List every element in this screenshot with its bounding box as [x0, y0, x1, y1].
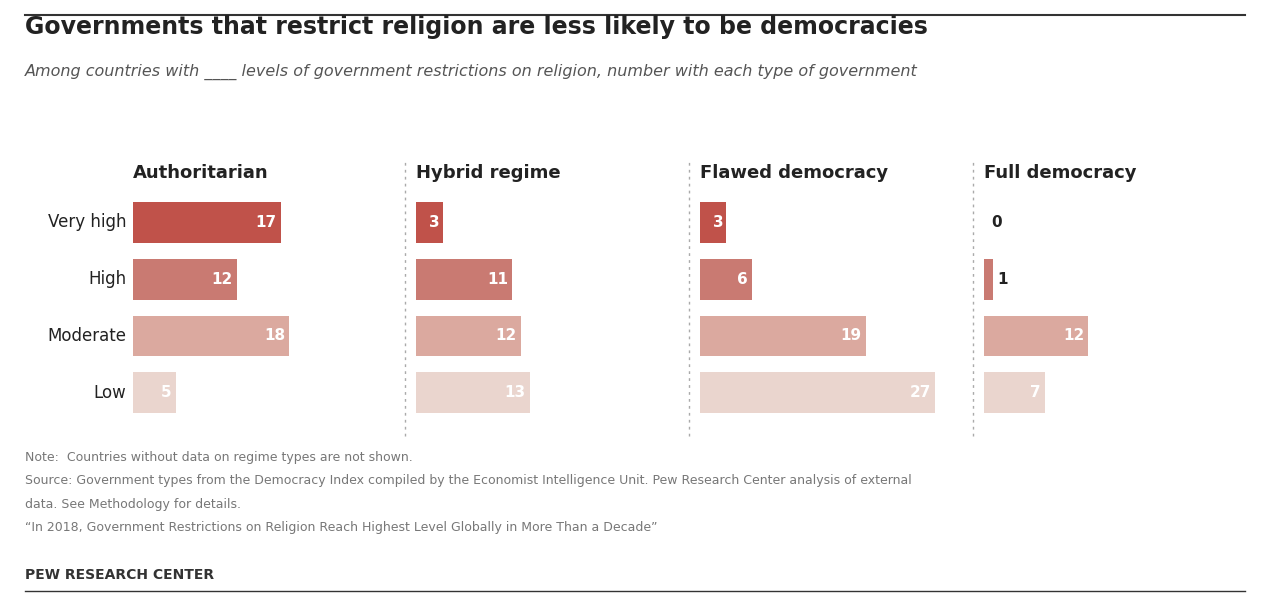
Text: 0: 0 — [991, 215, 1001, 230]
Text: Governments that restrict religion are less likely to be democracies: Governments that restrict religion are l… — [25, 15, 928, 39]
Bar — [417, 373, 530, 413]
Bar — [133, 316, 289, 356]
Text: 1: 1 — [997, 271, 1007, 287]
Text: 19: 19 — [841, 328, 861, 344]
Bar — [983, 373, 1045, 413]
Bar — [133, 259, 238, 299]
Text: 11: 11 — [487, 271, 508, 287]
Text: “In 2018, Government Restrictions on Religion Reach Highest Level Globally in Mo: “In 2018, Government Restrictions on Rel… — [25, 521, 657, 533]
Bar — [700, 316, 866, 356]
Text: High: High — [88, 270, 126, 288]
Text: data. See Methodology for details.: data. See Methodology for details. — [25, 498, 241, 510]
Text: Source: Government types from the Democracy Index compiled by the Economist Inte: Source: Government types from the Democr… — [25, 474, 913, 487]
Bar — [700, 259, 752, 299]
Text: Note:  Countries without data on regime types are not shown.: Note: Countries without data on regime t… — [25, 451, 413, 464]
Text: 3: 3 — [430, 215, 440, 230]
Text: 12: 12 — [495, 328, 517, 344]
Text: Hybrid regime: Hybrid regime — [417, 164, 561, 182]
Text: Full democracy: Full democracy — [983, 164, 1136, 182]
Text: Authoritarian: Authoritarian — [133, 164, 268, 182]
Text: 18: 18 — [264, 328, 284, 344]
Text: 7: 7 — [1030, 385, 1040, 401]
Text: PEW RESEARCH CENTER: PEW RESEARCH CENTER — [25, 568, 215, 582]
Text: 12: 12 — [1063, 328, 1085, 344]
Bar — [983, 316, 1088, 356]
Text: 17: 17 — [255, 215, 277, 230]
Text: 6: 6 — [737, 271, 748, 287]
Bar — [417, 316, 521, 356]
Bar — [983, 259, 992, 299]
Bar — [700, 373, 935, 413]
Text: Very high: Very high — [48, 213, 126, 231]
Text: 3: 3 — [713, 215, 724, 230]
Bar — [417, 202, 442, 242]
Text: 27: 27 — [909, 385, 930, 401]
Text: 13: 13 — [504, 385, 526, 401]
Text: Among countries with ____ levels of government restrictions on religion, number : Among countries with ____ levels of gove… — [25, 64, 918, 80]
Text: Low: Low — [94, 384, 126, 402]
Bar — [417, 259, 512, 299]
Text: 12: 12 — [211, 271, 233, 287]
Bar — [133, 373, 176, 413]
Text: Moderate: Moderate — [47, 327, 126, 345]
Text: 5: 5 — [162, 385, 172, 401]
Bar — [133, 202, 281, 242]
Text: Flawed democracy: Flawed democracy — [700, 164, 889, 182]
Bar — [700, 202, 727, 242]
